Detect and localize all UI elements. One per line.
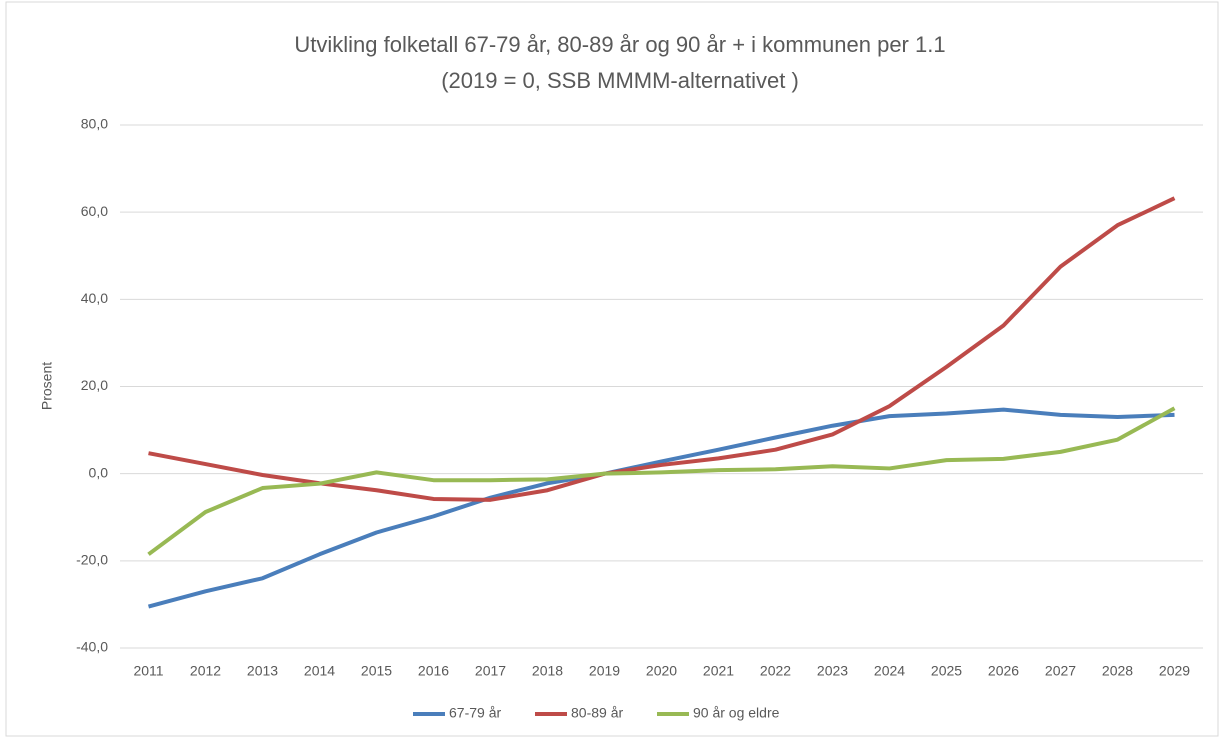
chart-border [5, 1, 1219, 737]
y-axis-label: Prosent [39, 362, 55, 410]
y-tick-label: 0,0 [89, 464, 109, 480]
x-tick-label: 2024 [874, 663, 905, 679]
x-tick-label: 2011 [133, 663, 163, 679]
x-tick-label: 2016 [418, 663, 449, 679]
x-tick-label: 2013 [247, 663, 278, 679]
x-tick-label: 2012 [190, 663, 221, 679]
y-tick-label: -40,0 [76, 639, 108, 655]
x-tick-label: 2015 [361, 663, 392, 679]
legend-label: 67-79 år [449, 705, 501, 721]
x-tick-label: 2023 [817, 663, 848, 679]
x-tick-label: 2021 [703, 663, 734, 679]
y-tick-label: 60,0 [81, 203, 108, 219]
y-tick-label: 40,0 [81, 290, 108, 306]
x-tick-label: 2017 [475, 663, 506, 679]
legend-label: 80-89 år [571, 705, 623, 721]
x-tick-label: 2029 [1159, 663, 1190, 679]
x-tick-label: 2019 [589, 663, 620, 679]
y-tick-label: -20,0 [76, 552, 108, 568]
x-tick-label: 2014 [304, 663, 335, 679]
chart-title: Utvikling folketall 67-79 år, 80-89 år o… [294, 32, 945, 57]
x-tick-label: 2018 [532, 663, 563, 679]
series-line [147, 406, 1176, 556]
y-tick-label: 80,0 [81, 116, 108, 132]
x-tick-label: 2025 [931, 663, 962, 679]
x-tick-label: 2027 [1045, 663, 1076, 679]
chart-subtitle: (2019 = 0, SSB MMMM-alternativet ) [441, 68, 799, 93]
x-tick-label: 2026 [988, 663, 1019, 679]
y-tick-label: 20,0 [81, 377, 108, 393]
x-tick-label: 2028 [1102, 663, 1133, 679]
legend-label: 90 år og eldre [693, 705, 780, 721]
series-line [147, 407, 1175, 609]
x-tick-label: 2022 [760, 663, 791, 679]
x-tick-label: 2020 [646, 663, 677, 679]
